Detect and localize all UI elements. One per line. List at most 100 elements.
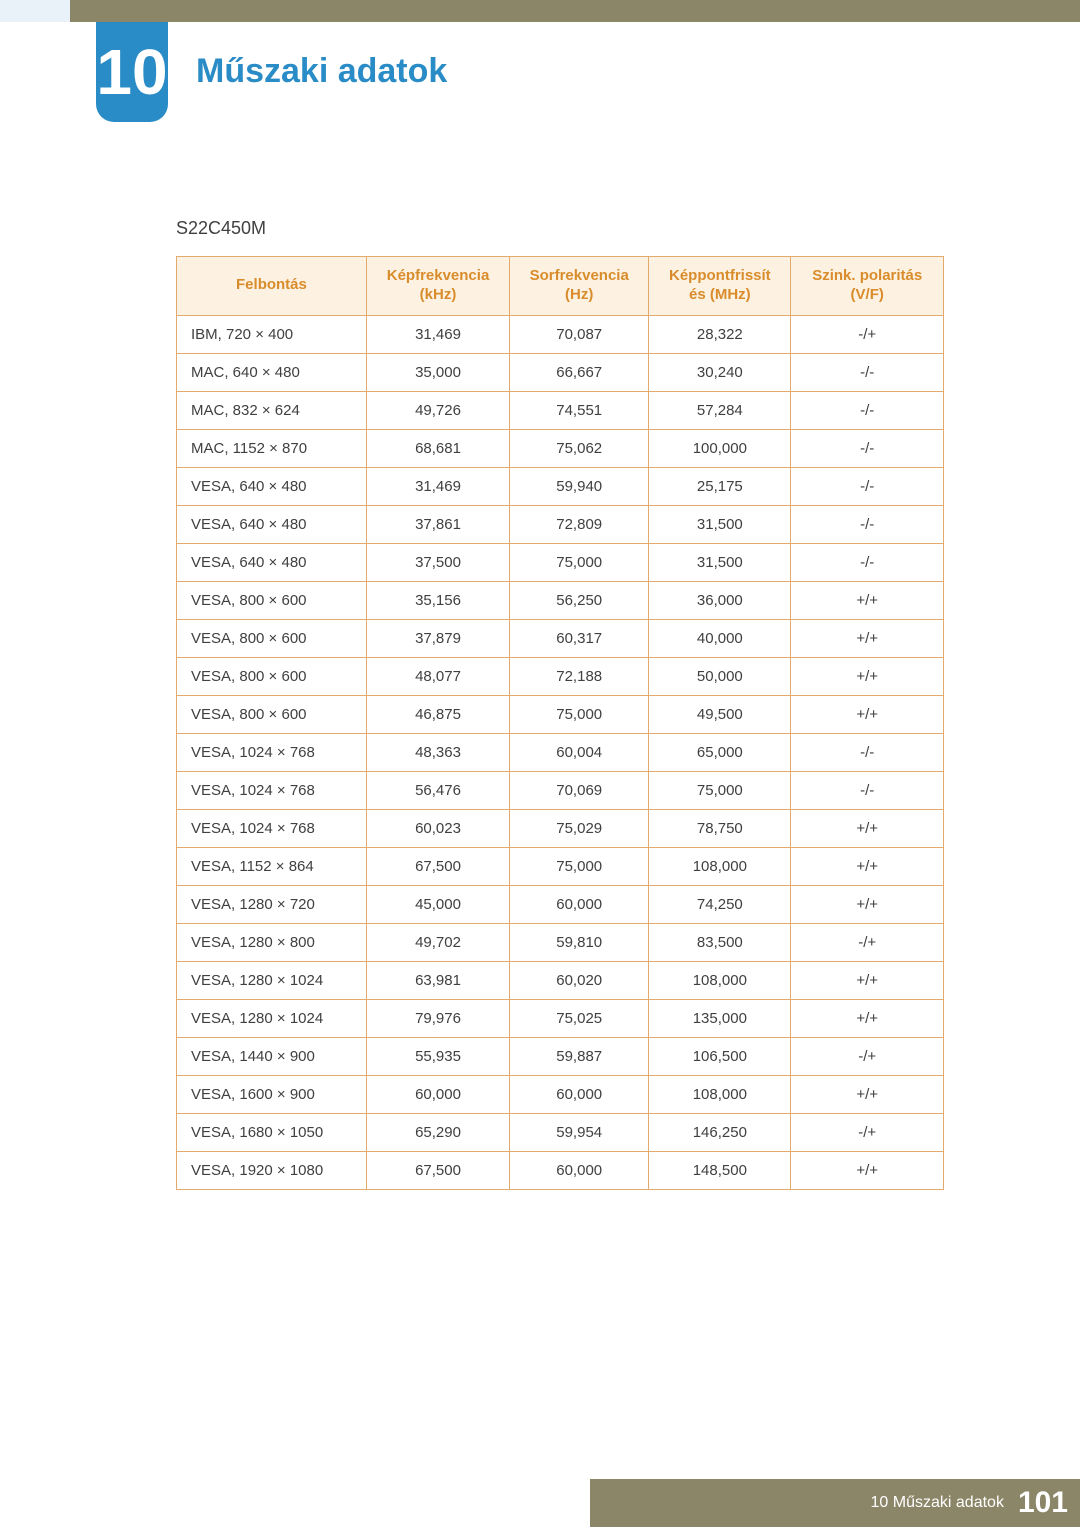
resolution-cell: VESA, 1920 × 1080 [177, 1151, 367, 1189]
resolution-cell: MAC, 832 × 624 [177, 391, 367, 429]
value-cell: 60,000 [510, 1151, 649, 1189]
table-row: VESA, 1680 × 105065,29059,954146,250-/+ [177, 1113, 944, 1151]
table-row: VESA, 640 × 48037,50075,00031,500-/- [177, 543, 944, 581]
value-cell: 70,069 [510, 771, 649, 809]
value-cell: 35,156 [366, 581, 509, 619]
value-cell: 75,000 [510, 543, 649, 581]
value-cell: 56,250 [510, 581, 649, 619]
value-cell: 67,500 [366, 1151, 509, 1189]
value-cell: 66,667 [510, 353, 649, 391]
value-cell: +/+ [791, 885, 944, 923]
value-cell: 60,000 [510, 1075, 649, 1113]
resolution-cell: VESA, 640 × 480 [177, 467, 367, 505]
spec-table-header-row: FelbontásKépfrekvencia(kHz)Sorfrekvencia… [177, 257, 944, 316]
spec-table-column-header: Felbontás [177, 257, 367, 316]
value-cell: 37,861 [366, 505, 509, 543]
model-label: S22C450M [176, 218, 266, 239]
value-cell: 60,317 [510, 619, 649, 657]
value-cell: 106,500 [649, 1037, 791, 1075]
value-cell: -/- [791, 429, 944, 467]
value-cell: 65,290 [366, 1113, 509, 1151]
value-cell: +/+ [791, 619, 944, 657]
value-cell: 37,500 [366, 543, 509, 581]
table-row: VESA, 800 × 60037,87960,31740,000+/+ [177, 619, 944, 657]
value-cell: 59,940 [510, 467, 649, 505]
value-cell: +/+ [791, 809, 944, 847]
resolution-cell: VESA, 1280 × 800 [177, 923, 367, 961]
value-cell: 31,500 [649, 505, 791, 543]
value-cell: -/+ [791, 1037, 944, 1075]
resolution-cell: MAC, 640 × 480 [177, 353, 367, 391]
value-cell: 25,175 [649, 467, 791, 505]
value-cell: -/+ [791, 923, 944, 961]
value-cell: +/+ [791, 1075, 944, 1113]
value-cell: 56,476 [366, 771, 509, 809]
value-cell: 60,023 [366, 809, 509, 847]
value-cell: 68,681 [366, 429, 509, 467]
value-cell: 60,020 [510, 961, 649, 999]
table-row: MAC, 640 × 48035,00066,66730,240-/- [177, 353, 944, 391]
value-cell: 148,500 [649, 1151, 791, 1189]
table-row: VESA, 1440 × 90055,93559,887106,500-/+ [177, 1037, 944, 1075]
value-cell: -/- [791, 467, 944, 505]
resolution-cell: VESA, 800 × 600 [177, 695, 367, 733]
value-cell: +/+ [791, 1151, 944, 1189]
table-row: VESA, 1280 × 80049,70259,81083,500-/+ [177, 923, 944, 961]
spec-table-column-header: Sorfrekvencia(Hz) [510, 257, 649, 316]
table-row: VESA, 640 × 48037,86172,80931,500-/- [177, 505, 944, 543]
table-row: VESA, 1920 × 108067,50060,000148,500+/+ [177, 1151, 944, 1189]
resolution-cell: VESA, 800 × 600 [177, 657, 367, 695]
value-cell: 146,250 [649, 1113, 791, 1151]
table-row: VESA, 800 × 60048,07772,18850,000+/+ [177, 657, 944, 695]
table-row: VESA, 1600 × 90060,00060,000108,000+/+ [177, 1075, 944, 1113]
value-cell: 49,726 [366, 391, 509, 429]
resolution-cell: VESA, 800 × 600 [177, 581, 367, 619]
resolution-cell: VESA, 1280 × 1024 [177, 999, 367, 1037]
value-cell: 108,000 [649, 847, 791, 885]
value-cell: +/+ [791, 581, 944, 619]
value-cell: 40,000 [649, 619, 791, 657]
value-cell: 59,810 [510, 923, 649, 961]
value-cell: 59,887 [510, 1037, 649, 1075]
value-cell: 79,976 [366, 999, 509, 1037]
value-cell: 75,000 [510, 695, 649, 733]
top-bar [0, 0, 1080, 22]
value-cell: 100,000 [649, 429, 791, 467]
value-cell: 74,551 [510, 391, 649, 429]
value-cell: 60,000 [510, 885, 649, 923]
spec-table-column-header: Képpontfrissítés (MHz) [649, 257, 791, 316]
value-cell: 37,879 [366, 619, 509, 657]
top-left-stripe [0, 0, 70, 22]
resolution-cell: VESA, 1280 × 720 [177, 885, 367, 923]
value-cell: 67,500 [366, 847, 509, 885]
resolution-cell: MAC, 1152 × 870 [177, 429, 367, 467]
resolution-cell: VESA, 800 × 600 [177, 619, 367, 657]
value-cell: +/+ [791, 961, 944, 999]
value-cell: 28,322 [649, 315, 791, 353]
value-cell: 31,469 [366, 467, 509, 505]
spec-table-column-header: Képfrekvencia(kHz) [366, 257, 509, 316]
value-cell: -/- [791, 505, 944, 543]
table-row: VESA, 800 × 60035,15656,25036,000+/+ [177, 581, 944, 619]
value-cell: 75,000 [510, 847, 649, 885]
resolution-cell: VESA, 1440 × 900 [177, 1037, 367, 1075]
footer-band: 10 Műszaki adatok 101 [590, 1479, 1080, 1527]
value-cell: 60,004 [510, 733, 649, 771]
value-cell: 57,284 [649, 391, 791, 429]
table-row: IBM, 720 × 40031,46970,08728,322-/+ [177, 315, 944, 353]
table-row: VESA, 1152 × 86467,50075,000108,000+/+ [177, 847, 944, 885]
value-cell: +/+ [791, 847, 944, 885]
value-cell: 46,875 [366, 695, 509, 733]
table-row: VESA, 1024 × 76856,47670,06975,000-/- [177, 771, 944, 809]
value-cell: 36,000 [649, 581, 791, 619]
value-cell: 48,363 [366, 733, 509, 771]
value-cell: +/+ [791, 695, 944, 733]
resolution-cell: VESA, 1280 × 1024 [177, 961, 367, 999]
value-cell: 59,954 [510, 1113, 649, 1151]
footer-page-number: 101 [1018, 1486, 1068, 1520]
spec-table-column-header: Szink. polaritás(V/F) [791, 257, 944, 316]
value-cell: 72,809 [510, 505, 649, 543]
value-cell: -/+ [791, 1113, 944, 1151]
value-cell: 49,702 [366, 923, 509, 961]
value-cell: -/- [791, 771, 944, 809]
